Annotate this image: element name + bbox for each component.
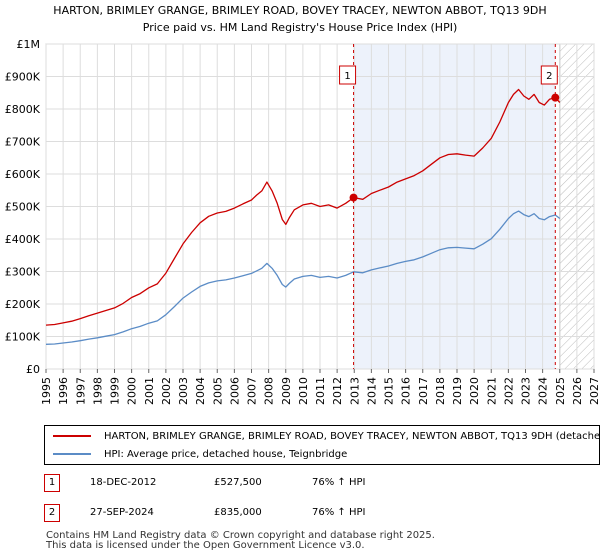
x-tick-label: 2023 bbox=[520, 377, 533, 405]
x-tick-label: 2009 bbox=[280, 377, 293, 405]
price-chart: HARTON, BRIMLEY GRANGE, BRIMLEY ROAD, BO… bbox=[5, 4, 600, 405]
x-tick-label: 2026 bbox=[571, 377, 584, 405]
legend: HARTON, BRIMLEY GRANGE, BRIMLEY ROAD, BO… bbox=[44, 425, 600, 465]
x-tick-label: 2018 bbox=[434, 377, 447, 405]
y-tick-label: £500K bbox=[5, 201, 41, 214]
sale-price-1: £527,500 bbox=[214, 477, 262, 488]
sale-1-point bbox=[349, 193, 358, 202]
x-tick-label: 2015 bbox=[383, 377, 396, 405]
legend-item-hpi: HPI: Average price, detached house, Teig… bbox=[45, 445, 347, 463]
x-tick-label: 2017 bbox=[417, 377, 430, 405]
hpi-line bbox=[45, 210, 561, 345]
sale-hpi-1: 76% ↑ HPI bbox=[312, 477, 366, 488]
x-tick-label: 2008 bbox=[263, 377, 276, 405]
sale-marker-1: 1 bbox=[44, 474, 60, 492]
y-tick-label: £100K bbox=[5, 331, 41, 344]
x-tick-label: 2019 bbox=[451, 377, 464, 405]
x-tick-label: 2006 bbox=[228, 377, 241, 405]
legend-item-property: HARTON, BRIMLEY GRANGE, BRIMLEY ROAD, BO… bbox=[45, 427, 600, 445]
sale-price-2: £835,000 bbox=[214, 507, 262, 518]
x-tick-label: 2016 bbox=[400, 377, 413, 405]
y-tick-label: £200K bbox=[5, 298, 41, 311]
legend-swatch-hpi bbox=[53, 453, 91, 455]
property-price-line bbox=[45, 88, 561, 326]
sale-marker-2: 2 bbox=[44, 504, 60, 522]
sale-2-label: 2 bbox=[546, 71, 552, 82]
chart-subtitle: Price paid vs. HM Land Registry's House … bbox=[143, 21, 458, 34]
footer-line-2: This data is licensed under the Open Gov… bbox=[46, 540, 365, 551]
sale-hpi-2: 76% ↑ HPI bbox=[312, 507, 366, 518]
x-tick-label: 1997 bbox=[74, 377, 87, 405]
y-tick-label: £0 bbox=[26, 363, 40, 376]
legend-label-hpi: HPI: Average price, detached house, Teig… bbox=[104, 448, 348, 460]
x-tick-label: 2025 bbox=[554, 377, 567, 405]
sale-date-2: 27-SEP-2024 bbox=[90, 507, 154, 518]
y-tick-label: £800K bbox=[5, 103, 41, 116]
x-tick-label: 2007 bbox=[246, 377, 259, 405]
x-tick-label: 2022 bbox=[502, 377, 515, 405]
y-tick-label: £300K bbox=[5, 266, 41, 279]
chart-title: HARTON, BRIMLEY GRANGE, BRIMLEY ROAD, BO… bbox=[53, 4, 546, 17]
x-tick-label: 2003 bbox=[177, 377, 190, 405]
x-tick-label: 2012 bbox=[331, 377, 344, 405]
sale-2-label-box bbox=[540, 65, 558, 85]
x-tick-label: 2020 bbox=[468, 377, 481, 405]
x-tick-label: 2014 bbox=[365, 377, 378, 405]
x-tick-label: 1999 bbox=[109, 377, 122, 405]
x-tick-label: 2010 bbox=[297, 377, 310, 405]
x-tick-label: 2004 bbox=[194, 377, 207, 405]
sale-1-label-box bbox=[339, 65, 357, 85]
sale-date-1: 18-DEC-2012 bbox=[90, 477, 157, 488]
y-tick-label: £400K bbox=[5, 233, 41, 246]
y-tick-label: £600K bbox=[5, 168, 41, 181]
x-tick-label: 2027 bbox=[588, 377, 600, 405]
x-tick-label: 2024 bbox=[537, 377, 550, 405]
x-tick-label: 2001 bbox=[143, 377, 156, 405]
x-tick-label: 2005 bbox=[211, 377, 224, 405]
footer: Contains HM Land Registry data © Crown c… bbox=[46, 531, 435, 551]
x-tick-label: 1998 bbox=[91, 377, 104, 405]
y-tick-label: £900K bbox=[5, 71, 41, 84]
x-tick-label: 2002 bbox=[160, 377, 173, 405]
footer-line-1: Contains HM Land Registry data © Crown c… bbox=[46, 530, 435, 541]
sale-1-label: 1 bbox=[344, 71, 350, 82]
legend-label-property: HARTON, BRIMLEY GRANGE, BRIMLEY ROAD, BO… bbox=[104, 430, 600, 442]
legend-swatch-property bbox=[53, 435, 91, 437]
x-tick-label: 2013 bbox=[348, 377, 361, 405]
x-tick-label: 1995 bbox=[40, 377, 53, 405]
x-tick-label: 2021 bbox=[485, 377, 498, 405]
x-tick-label: 1996 bbox=[57, 377, 70, 405]
y-tick-label: £700K bbox=[5, 136, 41, 149]
x-tick-label: 2011 bbox=[314, 377, 327, 405]
y-tick-label: £1M bbox=[17, 38, 41, 51]
x-tick-label: 2000 bbox=[126, 377, 139, 405]
sale-2-point bbox=[551, 93, 560, 102]
axis-labels: £0 £100K £200K £300K £400K £500K £600K £700K £80… bbox=[5, 38, 600, 405]
